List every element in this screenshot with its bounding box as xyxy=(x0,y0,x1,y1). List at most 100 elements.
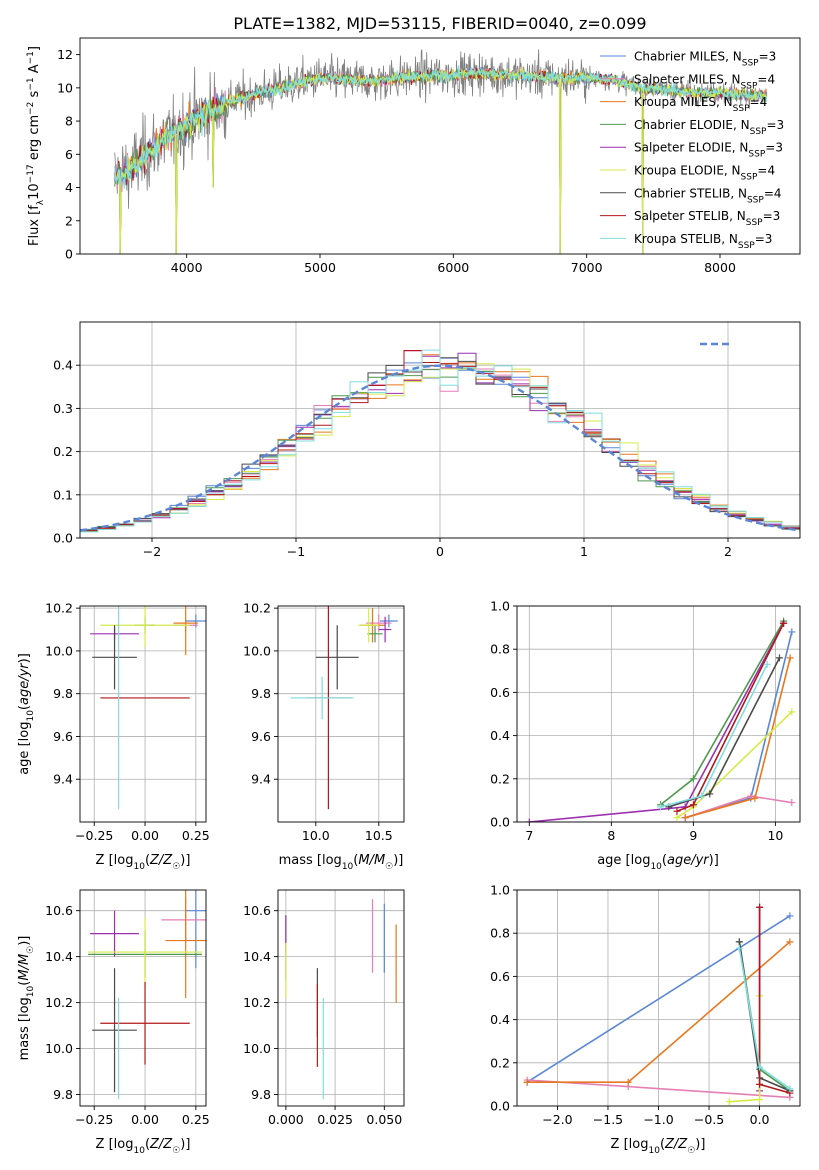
errorbar-chabrier-stelib xyxy=(92,625,137,690)
tick-label-y: 9.4 xyxy=(251,772,271,787)
tick-label-y: 0.6 xyxy=(490,969,510,984)
tick-label-x: 8000 xyxy=(704,260,736,275)
axes-frame xyxy=(516,605,801,823)
tick-label-x: −2.0 xyxy=(542,1112,572,1127)
tick-label-y: 0.0 xyxy=(53,531,73,546)
legend-label-chabrier-elodie: Chabrier ELODIE, NSSP=3 xyxy=(634,118,784,137)
weight-series-kroupa-stelib xyxy=(735,944,794,1093)
grid xyxy=(80,606,206,822)
tick-label-x: −0.25 xyxy=(75,828,113,843)
weight-marker xyxy=(756,903,764,911)
ticks: 7 8 9 10 0.0 0.2 0.4 0.6 0.8 1.0 xyxy=(490,599,783,844)
tick-label-y: 0.3 xyxy=(53,401,73,416)
weight-series-salpeter-stelib xyxy=(756,903,794,1097)
weight-marker xyxy=(747,792,755,800)
tick-label-x: 0.000 xyxy=(268,1112,304,1127)
weight-series-kroupa-elodie xyxy=(725,992,764,1106)
tick-label-x: 0.00 xyxy=(131,1112,159,1127)
tick-label-y: 10 xyxy=(57,80,73,95)
errorbar-salpeter-miles xyxy=(366,614,392,632)
weight-marker xyxy=(788,708,796,716)
weight-marker xyxy=(523,1078,531,1086)
weight-marker xyxy=(756,1096,764,1104)
panel-age-vs-mass: 10.0 10.5 9.4 9.6 9.8 10.0 10.2 xyxy=(243,601,405,843)
tick-label-x: 0.25 xyxy=(182,1112,210,1127)
tick-label-y: 10.6 xyxy=(45,903,73,918)
panel-x-label-age-vs-Z: Z [log10(Z/Z☉)] xyxy=(96,853,191,872)
legend-label-salpeter-elodie: Salpeter ELODIE, NSSP=3 xyxy=(634,141,783,160)
tick-label-x: 5000 xyxy=(304,260,336,275)
weight-series-salpeter-elodie xyxy=(525,619,788,822)
legend-label-chabrier-stelib: Chabrier STELIB, NSSP=4 xyxy=(634,186,782,205)
spectrum-legend: Chabrier MILES, NSSP=3 Salpeter MILES, NS… xyxy=(600,50,784,251)
errorbar-chabrier-miles xyxy=(380,614,398,628)
panel-residuals: −2 −1 0 1 2 0.0 0.1 0.2 0.3 0.4 xyxy=(53,321,801,559)
errorbar-salpeter-elodie xyxy=(378,616,392,643)
tick-label-x: 0.050 xyxy=(366,1112,402,1127)
weight-line xyxy=(738,948,791,1090)
tick-label-y: 0.2 xyxy=(490,1055,510,1070)
plot-area xyxy=(80,349,800,533)
weight-marker xyxy=(698,792,706,800)
tick-label-x: −1 xyxy=(287,544,305,559)
tick-label-x: 0.0 xyxy=(750,1112,770,1127)
tick-label-x: 0.025 xyxy=(317,1112,353,1127)
tick-label-y: 0.8 xyxy=(490,926,510,941)
panel-mass-vs-Z: −0.25 0.00 0.25 9.8 10.0 10.2 10.4 10.6 xyxy=(45,889,210,1127)
errorbar-kroupa-elodie xyxy=(358,608,379,643)
errorbar-kroupa-elodie xyxy=(88,917,202,987)
weight-series-chabrier-stelib xyxy=(665,654,783,811)
axes-frame xyxy=(277,605,405,823)
histogram-kroupa-stelib xyxy=(80,349,800,533)
spectrum-y-label: Flux [fλ10−17 erg cm−2 s−1 A−1] xyxy=(26,46,46,246)
ticks: −0.25 0.00 0.25 9.8 10.0 10.2 10.4 10.6 xyxy=(45,903,210,1127)
weight-marker xyxy=(624,1078,632,1086)
legend-label-kroupa-elodie: Kroupa ELODIE, NSSP=4 xyxy=(634,164,775,183)
tick-label-y: 10.0 xyxy=(45,643,73,658)
weight-marker xyxy=(735,938,743,946)
tick-label-y: 0.1 xyxy=(53,487,73,502)
tick-label-y: 0.2 xyxy=(490,771,510,786)
errorbar-chabrier-elodie xyxy=(367,625,383,643)
model-line-kroupa-stelib xyxy=(114,65,768,189)
grid xyxy=(278,890,404,1106)
tick-label-y: 10.0 xyxy=(243,1041,271,1056)
legend-label-salpeter-miles: Salpeter MILES, NSSP=4 xyxy=(634,72,775,91)
plot-area xyxy=(90,606,206,810)
tick-label-x: −0.5 xyxy=(694,1112,724,1127)
errorbar-salpeter-elodie xyxy=(90,910,139,957)
tick-label-y: 9.8 xyxy=(53,686,73,701)
errorbar-chabrier-miles xyxy=(185,890,206,969)
tick-label-y: 1.0 xyxy=(490,599,510,614)
panel-age-vs-Z: −0.25 0.00 0.25 9.4 9.6 9.8 10.0 10.2 xyxy=(45,601,210,843)
tick-label-y: 0.4 xyxy=(490,728,510,743)
tick-label-y: 0.0 xyxy=(490,815,510,830)
tick-label-y: 10.6 xyxy=(243,903,271,918)
panel-x-label-weight-vs-Z: Z [log10(Z/Z☉)] xyxy=(611,1137,706,1156)
tick-label-y: 9.8 xyxy=(251,1087,271,1102)
weight-marker xyxy=(673,807,681,815)
weight-series-kroupa-stelib xyxy=(657,660,771,811)
grid xyxy=(278,606,404,822)
ticks: 10.0 10.5 9.4 9.6 9.8 10.0 10.2 xyxy=(243,601,393,843)
weight-series-salpeter-stelib xyxy=(673,619,788,815)
weight-marker xyxy=(689,801,697,809)
errorbar-kroupa-miles xyxy=(165,890,206,998)
weight-line xyxy=(660,620,785,806)
axes-frame xyxy=(79,37,801,255)
tick-label-y: 9.4 xyxy=(53,772,73,787)
weight-marker xyxy=(788,628,796,636)
weight-marker xyxy=(788,799,796,807)
tick-label-x: −2 xyxy=(143,544,161,559)
panel-x-label-age-vs-mass: mass [log10(M/M☉)] xyxy=(279,853,404,872)
errorbar-kroupa-miles xyxy=(173,606,198,656)
ticks: −0.25 0.00 0.25 9.4 9.6 9.8 10.0 10.2 xyxy=(45,601,210,843)
tick-label-x: 0 xyxy=(436,544,444,559)
panel-y-label-mass-vs-Z: mass [log10(M/M☉)] xyxy=(17,936,36,1061)
tick-label-y: 10.4 xyxy=(243,949,271,964)
panel-spectrum: 4000 5000 6000 7000 8000 0 2 4 6 8 10 12 xyxy=(57,37,801,275)
grid xyxy=(80,890,206,1106)
errorbar-salpeter-stelib xyxy=(100,981,190,1065)
weight-marker xyxy=(780,619,788,627)
